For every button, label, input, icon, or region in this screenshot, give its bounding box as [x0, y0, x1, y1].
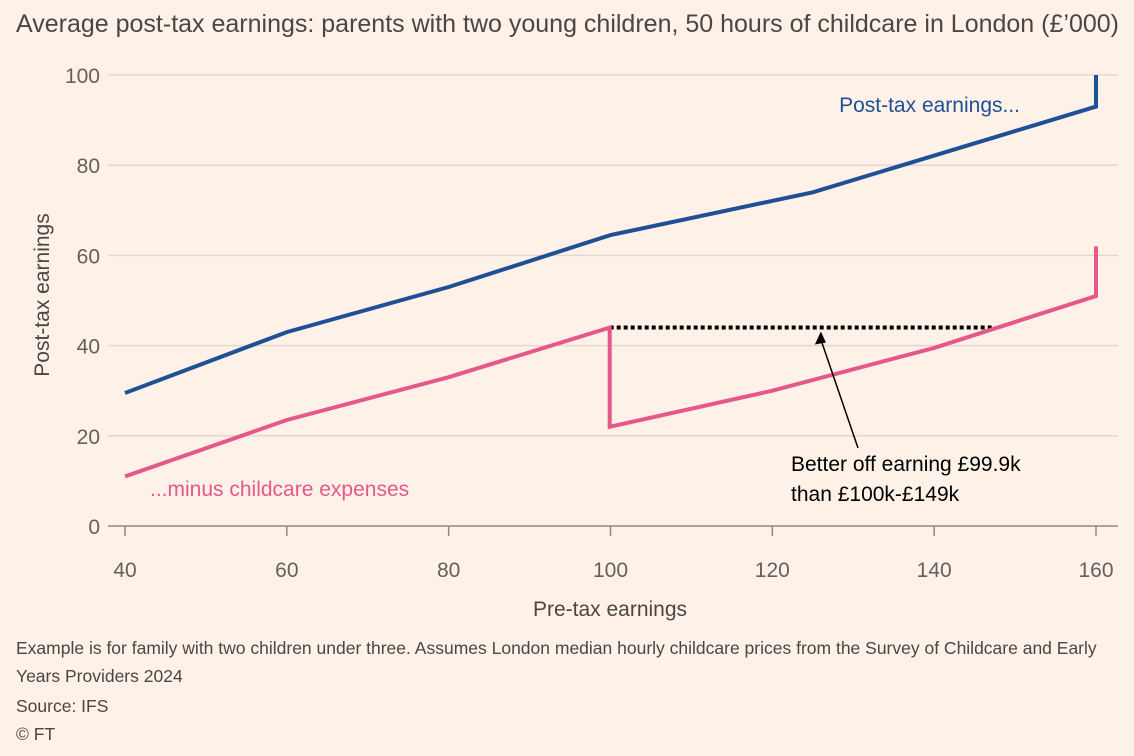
annotation-text-line: Better off earning £99.9k [791, 453, 1021, 476]
y-tick-label: 20 [77, 426, 100, 449]
annotation-text-line: than £100k-£149k [791, 483, 960, 506]
x-tick-label: 160 [1078, 559, 1113, 582]
y-tick-label: 0 [88, 516, 100, 539]
line-chart: 0 20 40 60 80 100 40 60 80 100 120 140 160 Pre-tax ea… [31, 65, 1118, 621]
annotation-arrow-shaft [820, 339, 859, 449]
x-tick-label: 40 [113, 559, 136, 582]
chart-title: Average post-tax earnings: parents with … [16, 10, 1119, 38]
series-label-minus-childcare: ...minus childcare expenses [150, 478, 409, 501]
y-tick-label: 100 [65, 65, 100, 88]
x-axis-label: Pre-tax earnings [533, 598, 687, 621]
x-tick-label: 120 [755, 559, 790, 582]
x-tick-label: 140 [917, 559, 952, 582]
y-tick-label: 80 [77, 155, 100, 178]
y-tick-label: 60 [77, 245, 100, 268]
annotation-arrow-head [814, 331, 826, 345]
post-tax-earnings-line [124, 75, 1098, 395]
footnote: Example is for family with two children … [16, 638, 1097, 686]
x-tick-label: 80 [437, 559, 460, 582]
x-tick-label: 60 [275, 559, 298, 582]
minus-childcare-line [124, 246, 1098, 479]
y-axis-label: Post-tax earnings [31, 213, 54, 376]
copyright: © FT [16, 724, 56, 744]
x-tick-label: 100 [593, 559, 628, 582]
series-label-post-tax: Post-tax earnings... [839, 94, 1020, 117]
source-note: Source: IFS [16, 696, 109, 716]
y-tick-label: 40 [77, 336, 100, 359]
